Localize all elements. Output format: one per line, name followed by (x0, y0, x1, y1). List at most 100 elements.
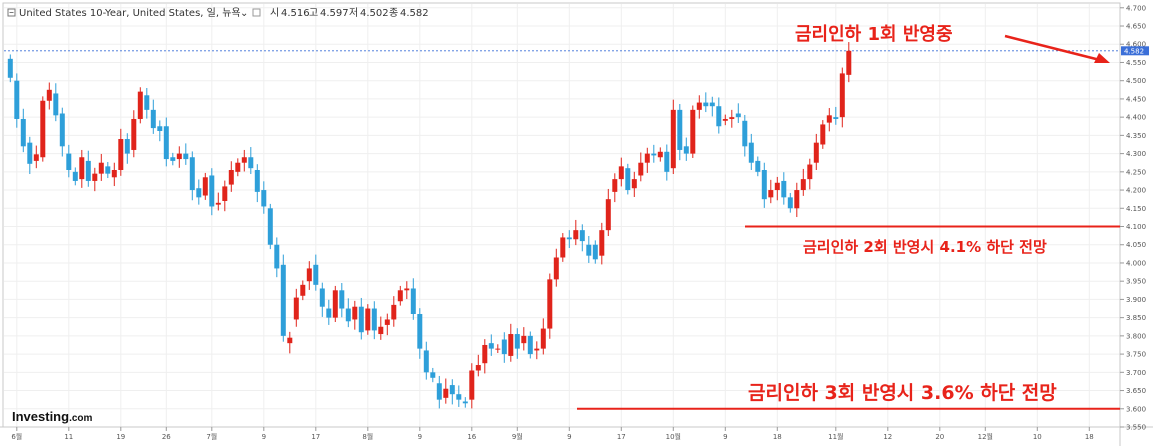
candle-body (365, 308, 371, 331)
x-tick-label: 18 (1085, 433, 1094, 441)
candle-body (170, 157, 176, 161)
candle-body (384, 319, 390, 325)
y-tick-label: 3.800 (1126, 332, 1146, 340)
candle-body (482, 344, 488, 364)
candle-body (813, 142, 819, 163)
candle-body (280, 264, 286, 336)
candle-body (319, 288, 325, 307)
x-tick-label: 9 (262, 433, 266, 441)
y-tick-label: 4.700 (1126, 4, 1146, 12)
x-tick-label: 9월 (512, 432, 523, 441)
header-caret[interactable]: ⌄ (240, 8, 248, 19)
x-tick-label: 26 (162, 433, 171, 441)
close-label: 종 (389, 7, 398, 19)
candle-body (183, 153, 189, 160)
open-label: 시 (270, 7, 279, 19)
logo-suffix: .com (69, 413, 92, 424)
candle-body (794, 190, 800, 209)
candle-body (150, 109, 156, 129)
x-tick-label: 8월 (362, 432, 373, 441)
candle-body (228, 170, 234, 185)
current-price-label: 4.582 (1124, 47, 1144, 55)
annotation-two-cuts: 금리인하 2회 반영시 4.1% 하단 전망 (803, 238, 1047, 256)
candle-body (59, 113, 65, 147)
annotation-arrow-head (1094, 53, 1110, 63)
candle-body (27, 142, 33, 164)
x-tick-label: 9 (418, 433, 422, 441)
collapse-icon[interactable] (7, 8, 16, 17)
candle-body (66, 153, 72, 171)
candle-body (781, 180, 787, 198)
annotation-three-cuts: 금리인하 3회 반영시 3.6% 하단 전망 (748, 382, 1057, 404)
candle-body (664, 151, 670, 172)
candle-body (748, 142, 754, 163)
candle-body (124, 139, 130, 154)
candle-body (592, 244, 598, 260)
x-tick-label: 11월 (828, 432, 843, 441)
candle-body (313, 264, 319, 285)
y-tick-label: 4.000 (1126, 259, 1146, 267)
investing-logo: Investing.com (12, 409, 93, 424)
candle-body (443, 388, 449, 398)
y-tick-label: 3.700 (1126, 369, 1146, 377)
x-tick-label: 19 (116, 433, 125, 441)
candle-body (105, 166, 111, 174)
candle-body (293, 297, 299, 320)
candle-body (118, 139, 124, 171)
close-box-icon[interactable] (252, 8, 261, 17)
grid (4, 4, 1120, 428)
current-price-label-group: 4.582 (1121, 46, 1149, 56)
x-tick-label: 20 (935, 433, 944, 441)
candle-body (417, 313, 423, 349)
candle-body (501, 339, 507, 355)
candle-body (14, 80, 20, 119)
candle-body (735, 113, 741, 118)
candle-body (72, 171, 78, 181)
y-tick-label: 3.950 (1126, 278, 1146, 286)
candle-body (508, 334, 514, 356)
candle-body (176, 153, 182, 160)
candle-body (98, 162, 104, 174)
x-tick-label: 10월 (666, 432, 681, 441)
low-value: 4.502 (360, 8, 389, 19)
candle-body (605, 199, 611, 231)
candle-body (540, 328, 546, 349)
candle-body (306, 268, 312, 282)
candle-body (326, 308, 332, 318)
candle-body (787, 197, 793, 209)
y-tick-label: 3.550 (1126, 424, 1146, 432)
candle-body (846, 50, 852, 75)
candle-body (332, 290, 338, 318)
candle-body (241, 157, 247, 163)
candle-body (254, 170, 260, 192)
y-tick-label: 4.400 (1126, 114, 1146, 122)
candle-body (300, 284, 306, 296)
chart-title: United States 10-Year, United States, 일,… (19, 7, 241, 19)
candle-body (826, 115, 832, 123)
y-tick-label: 3.650 (1126, 387, 1146, 395)
y-tick-label: 4.350 (1126, 132, 1146, 140)
candle-body (423, 350, 429, 373)
candle-body (274, 244, 280, 269)
y-tick-label: 4.250 (1126, 168, 1146, 176)
candle-body (20, 118, 26, 147)
y-axis-ticks: 3.550 3.600 3.650 3.700 3.750 3.800 3.850 3.900… (1120, 4, 1146, 432)
candle-body (774, 182, 780, 191)
x-tick-label: 11 (64, 433, 73, 441)
y-tick-label: 4.650 (1126, 23, 1146, 31)
y-tick-label: 4.300 (1126, 150, 1146, 158)
candle-body (235, 162, 241, 172)
candle-body (586, 244, 592, 256)
candle-body (527, 335, 533, 355)
candle-body (703, 102, 709, 107)
y-tick-label: 4.200 (1126, 187, 1146, 195)
candle-body (92, 173, 98, 181)
candle-body (820, 124, 826, 145)
candle-body (469, 370, 475, 400)
y-tick-label: 3.750 (1126, 351, 1146, 359)
candle-body (137, 91, 143, 119)
candle-body (514, 334, 520, 349)
candle-body (722, 118, 728, 121)
